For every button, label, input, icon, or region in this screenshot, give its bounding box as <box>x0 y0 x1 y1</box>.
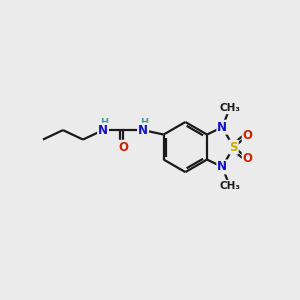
Text: S: S <box>229 141 238 154</box>
Text: CH₃: CH₃ <box>219 103 240 113</box>
Text: N: N <box>217 121 227 134</box>
Text: H: H <box>140 118 148 128</box>
Text: N: N <box>217 160 227 173</box>
Text: N: N <box>138 124 148 136</box>
Text: N: N <box>98 124 108 136</box>
Text: CH₃: CH₃ <box>219 181 240 191</box>
Text: O: O <box>243 129 253 142</box>
Text: H: H <box>100 118 109 128</box>
Text: O: O <box>118 141 128 154</box>
Text: O: O <box>243 152 253 165</box>
